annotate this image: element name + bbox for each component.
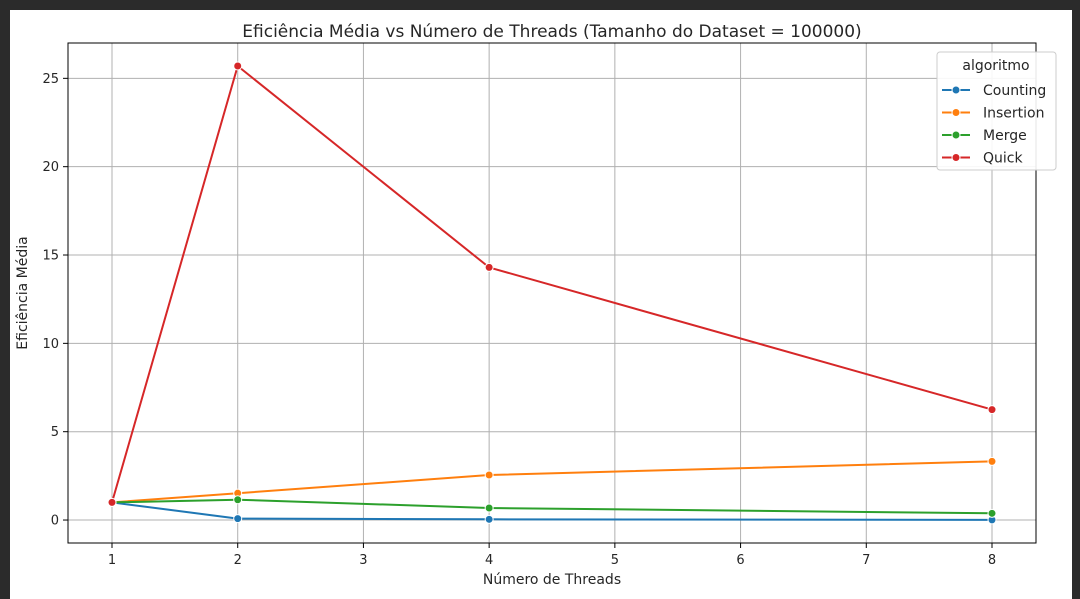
y-tick-label: 10 xyxy=(42,337,59,352)
y-tick-label: 5 xyxy=(51,425,59,440)
grid-lines xyxy=(68,43,1036,543)
data-point-merge xyxy=(233,495,243,505)
x-tick-label: 2 xyxy=(234,553,242,568)
x-axis-ticks: 1 2 3 4 5 6 7 8 xyxy=(108,543,996,568)
y-axis-label: Eficiência Média xyxy=(15,236,31,349)
data-point-quick xyxy=(107,497,117,507)
legend-item-counting: Counting xyxy=(942,83,1046,99)
legend-label: Insertion xyxy=(983,106,1044,122)
x-tick-label: 8 xyxy=(988,553,996,568)
data-point-insertion xyxy=(484,470,494,480)
legend-items: Counting Insertion Merge Quick xyxy=(942,83,1046,167)
legend-item-quick: Quick xyxy=(942,151,1023,167)
legend-marker xyxy=(951,153,961,162)
series-lines xyxy=(107,61,997,525)
legend-marker xyxy=(951,108,961,117)
data-point-quick xyxy=(233,61,243,71)
series-line-counting xyxy=(111,501,993,521)
data-point-merge xyxy=(484,503,494,513)
x-tick-label: 3 xyxy=(359,553,367,568)
data-point-counting xyxy=(484,514,494,524)
series-line-quick xyxy=(111,65,993,503)
x-axis-label: Número de Threads xyxy=(483,572,621,588)
series-line-merge xyxy=(111,498,993,515)
legend-box xyxy=(936,51,1057,171)
legend-marker xyxy=(951,85,961,95)
chart-title: Eficiência Média vs Número de Threads (T… xyxy=(242,22,861,42)
x-tick-label: 1 xyxy=(108,553,116,568)
figure-frame: Eficiência Média vs Número de Threads (T… xyxy=(10,10,1072,599)
y-tick-label: 25 xyxy=(42,72,59,87)
y-tick-label: 0 xyxy=(51,514,59,529)
legend-label: Quick xyxy=(983,151,1023,167)
legend-title: algoritmo xyxy=(962,58,1029,74)
legend-label: Counting xyxy=(983,83,1046,99)
legend-item-insertion: Insertion xyxy=(942,106,1044,122)
y-tick-label: 15 xyxy=(42,249,59,264)
y-axis-ticks: 0 5 10 15 20 25 xyxy=(42,72,68,529)
legend-item-merge: Merge xyxy=(942,128,1027,144)
x-tick-label: 4 xyxy=(485,553,493,568)
legend-label: Merge xyxy=(983,128,1027,144)
legend-marker xyxy=(951,130,961,140)
line-chart: Eficiência Média vs Número de Threads (T… xyxy=(15,22,1057,588)
data-point-insertion xyxy=(987,456,997,466)
plot-area-border xyxy=(67,42,1037,544)
x-tick-label: 7 xyxy=(862,553,870,568)
x-tick-label: 5 xyxy=(611,553,619,568)
legend: algoritmo Counting Insertion Merge Quick xyxy=(936,51,1057,171)
data-point-quick xyxy=(484,262,494,272)
series-line-insertion xyxy=(111,460,993,504)
data-point-counting xyxy=(233,514,243,524)
data-point-merge xyxy=(987,508,997,518)
data-point-quick xyxy=(987,405,997,415)
x-tick-label: 6 xyxy=(736,553,744,568)
y-tick-label: 20 xyxy=(42,160,59,175)
